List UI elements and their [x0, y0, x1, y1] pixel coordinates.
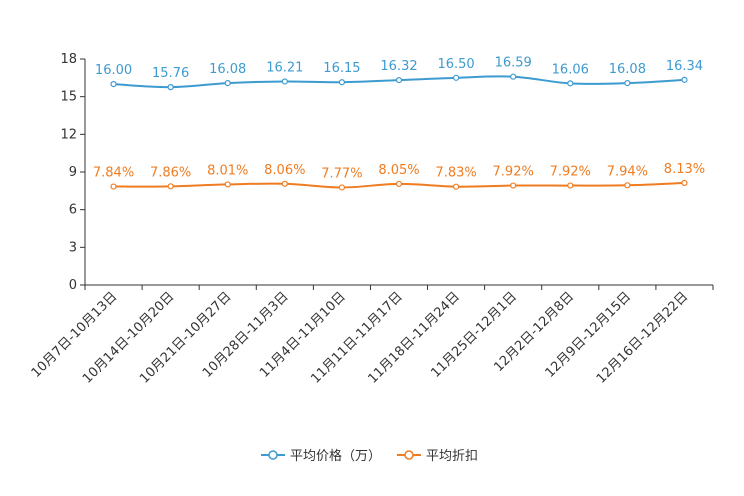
data-label: 7.92%: [550, 165, 591, 180]
data-point[interactable]: [624, 182, 631, 189]
legend-price-label: 平均价格（万）: [290, 448, 381, 464]
data-point[interactable]: [510, 182, 517, 189]
data-label: 8.13%: [664, 162, 705, 177]
data-point[interactable]: [452, 74, 460, 81]
y-tick-label: 12: [60, 127, 77, 142]
series-layer: 16.00 15.76 16.08 16.21 16.15 16.32 16.50 16.59…: [93, 56, 705, 191]
x-ticks: 10月7日-10月13日10月14日-10月20日10月21日-10月27日10…: [29, 285, 714, 387]
y-tick-label: 15: [60, 90, 77, 105]
data-label: 7.86%: [150, 165, 191, 180]
data-label: 16.21: [266, 60, 303, 75]
data-point[interactable]: [681, 76, 688, 83]
data-point[interactable]: [224, 181, 231, 188]
data-label: 16.50: [437, 57, 474, 72]
legend[interactable]: 平均价格（万） 平均折扣: [261, 448, 478, 464]
data-point[interactable]: [624, 80, 631, 87]
data-label: 7.77%: [321, 166, 362, 181]
data-label: 7.84%: [93, 166, 134, 181]
legend-discount-marker-icon: [404, 450, 414, 460]
legend-item-price[interactable]: 平均价格（万）: [261, 448, 381, 464]
data-point[interactable]: [167, 84, 174, 91]
data-label: 8.01%: [207, 163, 248, 178]
series-0: 16.00 15.76 16.08 16.21 16.15 16.32 16.50 16.59…: [95, 56, 703, 91]
data-point[interactable]: [281, 180, 288, 187]
data-point[interactable]: [681, 179, 688, 187]
data-label: 16.08: [209, 62, 246, 77]
legend-item-discount[interactable]: 平均折扣: [397, 449, 478, 464]
y-tick-label: 9: [69, 165, 77, 180]
data-point[interactable]: [395, 180, 403, 188]
data-label: 16.00: [95, 63, 132, 78]
data-point[interactable]: [567, 182, 574, 189]
data-label: 7.94%: [607, 164, 648, 179]
data-label: 8.05%: [378, 163, 419, 178]
data-point[interactable]: [567, 80, 574, 87]
data-point[interactable]: [110, 183, 117, 190]
data-point[interactable]: [167, 183, 174, 190]
data-label: 16.59: [495, 56, 532, 71]
y-tick-label: 3: [69, 240, 77, 255]
y-tick-label: 6: [69, 203, 77, 218]
y-tick-label: 0: [69, 278, 77, 293]
data-label: 8.06%: [264, 163, 305, 178]
data-label: 16.08: [609, 62, 646, 77]
data-label: 16.34: [666, 59, 703, 74]
data-point[interactable]: [110, 81, 117, 88]
data-point[interactable]: [452, 183, 460, 190]
data-label: 16.06: [552, 62, 589, 77]
data-label: 7.83%: [435, 166, 476, 181]
data-point[interactable]: [281, 78, 288, 85]
data-label: 7.92%: [493, 165, 534, 180]
data-label: 16.15: [323, 61, 360, 76]
legend-discount-label: 平均折扣: [426, 449, 478, 464]
series-1: 7.84% 7.86% 8.01% 8.06% 7.77% 8.05% 7.83% 7.92%…: [93, 162, 705, 191]
data-point[interactable]: [338, 79, 346, 86]
data-point[interactable]: [224, 80, 231, 87]
y-ticks: 0 3 6 9 12 15 18: [60, 52, 85, 293]
data-label: 16.32: [380, 59, 417, 74]
data-point[interactable]: [338, 184, 346, 191]
data-point[interactable]: [510, 73, 517, 80]
legend-price-marker-icon: [268, 450, 278, 460]
data-label: 15.76: [152, 66, 189, 81]
data-point[interactable]: [395, 76, 403, 84]
y-tick-label: 18: [60, 52, 77, 67]
